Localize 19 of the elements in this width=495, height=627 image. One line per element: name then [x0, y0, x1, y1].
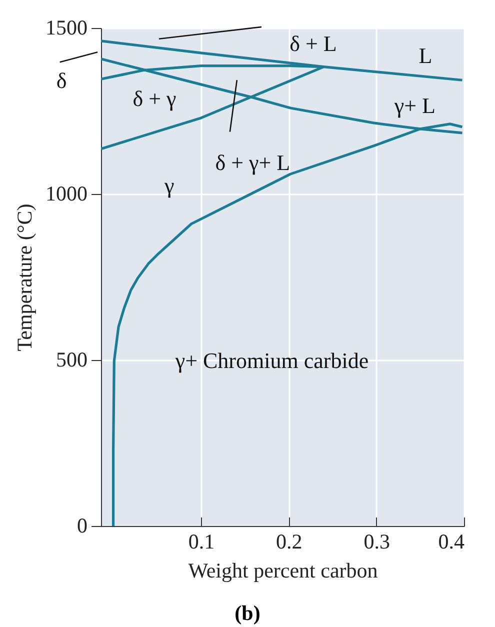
x-tick-label: 0.3 — [364, 530, 390, 554]
annotation: δ + L — [290, 30, 337, 56]
y-axis-title: Temperature (°C) — [12, 204, 36, 352]
x-tick-label: 0.1 — [188, 530, 215, 554]
y-tick-label: 0 — [77, 514, 88, 538]
annotation: δ + γ — [132, 86, 177, 112]
x-tick-label: 0.2 — [276, 530, 302, 554]
annotation: γ+ L — [393, 93, 436, 118]
y-tick-label: 1500 — [46, 16, 88, 40]
x-axis-title: Weight percent carbon — [188, 558, 378, 582]
annotation: γ — [164, 173, 175, 198]
y-tick-label: 500 — [56, 348, 88, 372]
annotation: L — [418, 42, 432, 68]
y-tick-label: 1000 — [46, 182, 88, 206]
text: δ — [56, 68, 67, 94]
text: (b) — [234, 601, 262, 626]
annotation: δ + γ+ L — [215, 150, 290, 176]
annotation: γ+ Chromium carbide — [174, 348, 369, 373]
x-tick-label: 0.4 — [438, 530, 465, 554]
